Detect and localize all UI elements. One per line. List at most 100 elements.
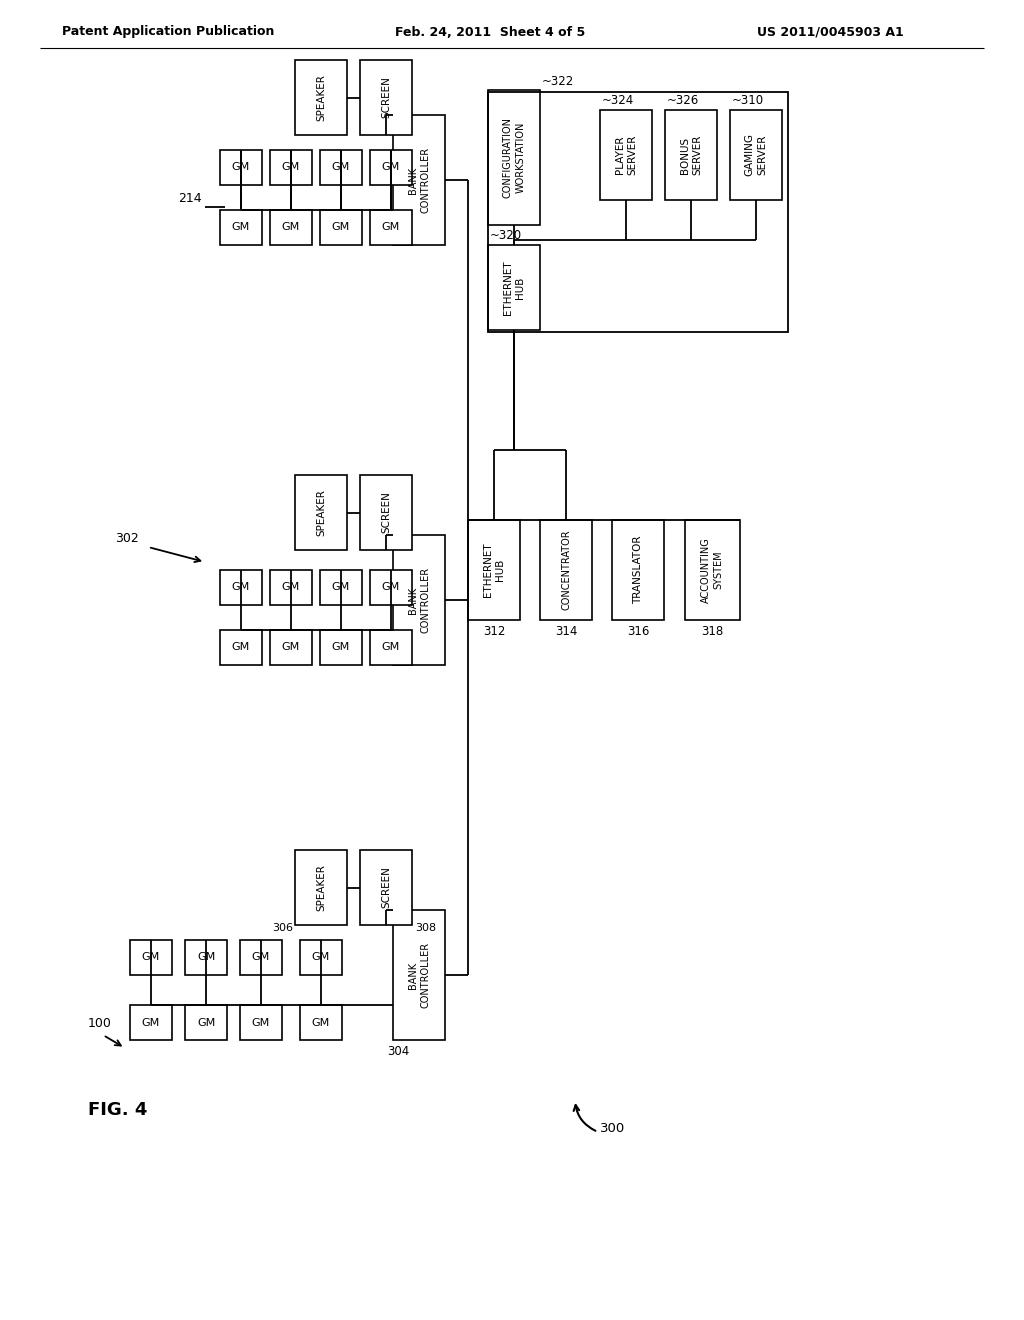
Bar bbox=[300, 940, 342, 975]
Text: GM: GM bbox=[332, 643, 350, 652]
Text: ETHERNET
HUB: ETHERNET HUB bbox=[503, 260, 525, 314]
Bar bbox=[370, 570, 412, 605]
Bar bbox=[468, 520, 520, 620]
Text: GM: GM bbox=[282, 582, 300, 593]
Bar bbox=[665, 110, 717, 201]
Bar bbox=[488, 246, 540, 330]
Bar bbox=[240, 940, 282, 975]
Bar bbox=[270, 570, 312, 605]
Text: Patent Application Publication: Patent Application Publication bbox=[61, 25, 274, 38]
Text: GM: GM bbox=[332, 162, 350, 173]
Text: 316: 316 bbox=[627, 624, 649, 638]
Text: SCREEN: SCREEN bbox=[381, 866, 391, 908]
Text: SCREEN: SCREEN bbox=[381, 491, 391, 533]
Bar bbox=[319, 570, 362, 605]
Text: SPEAKER: SPEAKER bbox=[316, 865, 326, 911]
Text: US 2011/0045903 A1: US 2011/0045903 A1 bbox=[757, 25, 903, 38]
Bar bbox=[319, 150, 362, 185]
Bar bbox=[612, 520, 664, 620]
Text: 304: 304 bbox=[387, 1045, 410, 1059]
Text: 318: 318 bbox=[701, 624, 724, 638]
Text: GM: GM bbox=[282, 162, 300, 173]
Text: GM: GM bbox=[197, 1018, 215, 1027]
Text: GM: GM bbox=[231, 162, 250, 173]
Text: 314: 314 bbox=[555, 624, 578, 638]
Bar bbox=[319, 630, 362, 665]
Bar bbox=[220, 570, 262, 605]
Bar bbox=[240, 1005, 282, 1040]
Text: SCREEN: SCREEN bbox=[381, 77, 391, 119]
Text: GM: GM bbox=[231, 582, 250, 593]
Bar bbox=[130, 940, 172, 975]
Text: 306: 306 bbox=[272, 923, 293, 933]
Text: GM: GM bbox=[382, 223, 400, 232]
Text: 214: 214 bbox=[178, 191, 202, 205]
Text: GM: GM bbox=[312, 1018, 330, 1027]
Text: ~324: ~324 bbox=[602, 94, 634, 107]
Bar bbox=[270, 210, 312, 246]
Bar bbox=[295, 850, 347, 925]
Text: TRANSLATOR: TRANSLATOR bbox=[633, 536, 643, 605]
Text: 308: 308 bbox=[415, 923, 436, 933]
Bar bbox=[370, 150, 412, 185]
Text: GM: GM bbox=[382, 582, 400, 593]
Bar bbox=[220, 150, 262, 185]
Text: 300: 300 bbox=[600, 1122, 626, 1135]
Text: GM: GM bbox=[332, 582, 350, 593]
Text: GM: GM bbox=[252, 1018, 270, 1027]
Bar bbox=[730, 110, 782, 201]
Bar bbox=[393, 535, 445, 665]
Text: ~326: ~326 bbox=[667, 94, 699, 107]
Bar bbox=[488, 90, 540, 224]
Bar bbox=[185, 940, 227, 975]
Text: 312: 312 bbox=[482, 624, 505, 638]
Text: GM: GM bbox=[197, 953, 215, 962]
Text: ~320: ~320 bbox=[490, 228, 522, 242]
Bar bbox=[295, 475, 347, 550]
Text: ACCOUNTING
SYSTEM: ACCOUNTING SYSTEM bbox=[701, 537, 724, 603]
Text: 100: 100 bbox=[88, 1016, 112, 1030]
Text: BONUS
SERVER: BONUS SERVER bbox=[680, 135, 702, 176]
Text: GAMING
SERVER: GAMING SERVER bbox=[744, 133, 767, 177]
Text: GM: GM bbox=[282, 223, 300, 232]
Text: CONCENTRATOR: CONCENTRATOR bbox=[561, 529, 571, 610]
Text: BANK
CONTROLLER: BANK CONTROLLER bbox=[408, 566, 430, 634]
Text: BANK
CONTROLLER: BANK CONTROLLER bbox=[408, 147, 430, 213]
Text: GM: GM bbox=[332, 223, 350, 232]
Text: 302: 302 bbox=[115, 532, 138, 545]
Bar bbox=[220, 210, 262, 246]
Bar bbox=[600, 110, 652, 201]
Text: SPEAKER: SPEAKER bbox=[316, 74, 326, 121]
Bar bbox=[685, 520, 740, 620]
Bar bbox=[270, 630, 312, 665]
Bar bbox=[393, 909, 445, 1040]
Text: GM: GM bbox=[382, 643, 400, 652]
Bar bbox=[488, 92, 788, 333]
Bar bbox=[300, 1005, 342, 1040]
Text: FIG. 4: FIG. 4 bbox=[88, 1101, 147, 1119]
Text: Feb. 24, 2011  Sheet 4 of 5: Feb. 24, 2011 Sheet 4 of 5 bbox=[395, 25, 585, 38]
Text: GM: GM bbox=[382, 162, 400, 173]
Bar bbox=[130, 1005, 172, 1040]
Text: PLAYER
SERVER: PLAYER SERVER bbox=[614, 135, 637, 176]
Text: GM: GM bbox=[312, 953, 330, 962]
Bar bbox=[270, 150, 312, 185]
Text: CONFIGURATION
WORKSTATION: CONFIGURATION WORKSTATION bbox=[503, 117, 525, 198]
Text: GM: GM bbox=[231, 223, 250, 232]
Text: GM: GM bbox=[282, 643, 300, 652]
Text: BANK
CONTROLLER: BANK CONTROLLER bbox=[408, 942, 430, 1008]
Bar bbox=[295, 59, 347, 135]
Text: GM: GM bbox=[142, 953, 160, 962]
Text: GM: GM bbox=[252, 953, 270, 962]
Text: ~322: ~322 bbox=[542, 75, 574, 88]
Bar bbox=[370, 630, 412, 665]
Text: ~310: ~310 bbox=[732, 94, 764, 107]
Text: SPEAKER: SPEAKER bbox=[316, 490, 326, 536]
Text: ETHERNET
HUB: ETHERNET HUB bbox=[482, 543, 505, 598]
Bar bbox=[370, 210, 412, 246]
Bar bbox=[360, 59, 412, 135]
Bar bbox=[185, 1005, 227, 1040]
Bar bbox=[540, 520, 592, 620]
Bar bbox=[319, 210, 362, 246]
Bar bbox=[360, 850, 412, 925]
